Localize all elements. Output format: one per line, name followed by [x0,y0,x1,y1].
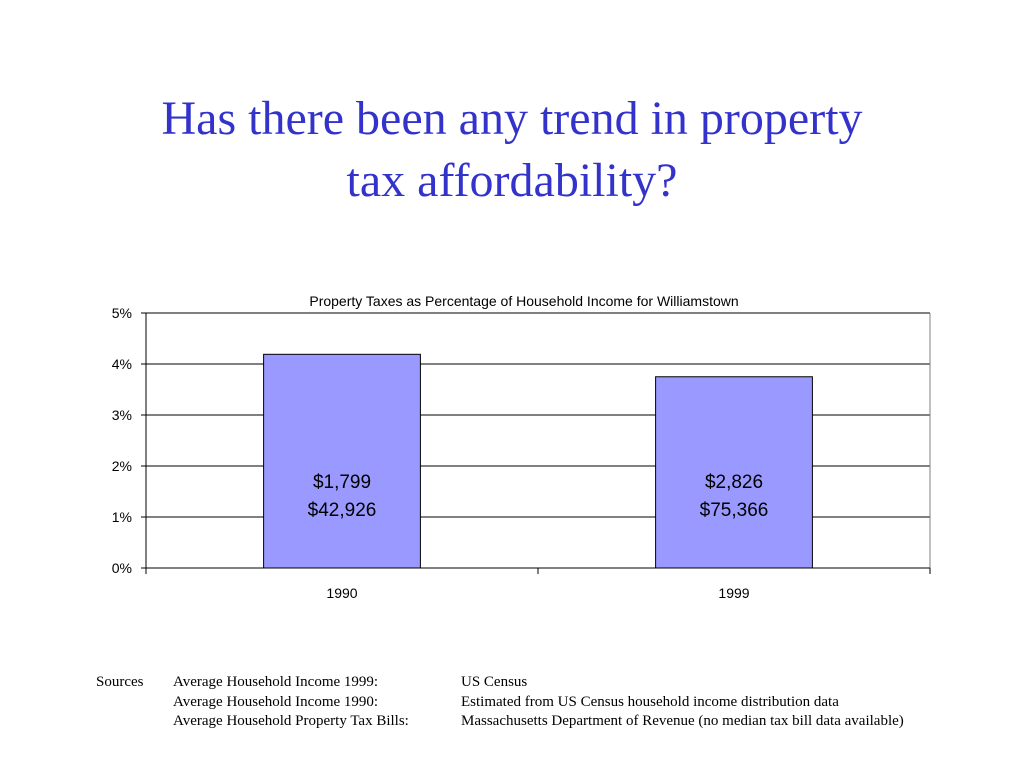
chart-title: Property Taxes as Percentage of Househol… [309,293,738,309]
bar-data-label: $1,799 [313,472,371,493]
sources-reference: Massachusetts Department of Revenue (no … [461,713,904,729]
bar-data-label: $75,366 [700,500,769,521]
sources-note: Sources Average Household Income 1999: U… [96,673,904,732]
sources-table: Sources Average Household Income 1999: U… [96,673,904,732]
slide-title-line-2: tax affordability? [346,154,678,207]
sources-row: Sources Average Household Income 1999: U… [96,673,904,693]
y-tick-label: 3% [112,407,132,423]
bar-chart: Property Taxes as Percentage of Househol… [112,293,931,601]
sources-label: Sources [96,674,144,690]
bar-data-label: $42,926 [308,500,377,521]
sources-row: Average Household Income 1990: Estimated… [96,693,904,713]
y-tick-label: 1% [112,509,132,525]
y-tick-label: 0% [112,560,132,576]
y-tick-label: 2% [112,458,132,474]
sources-reference: Estimated from US Census household incom… [461,693,839,710]
x-tick-label: 1999 [718,585,749,601]
sources-item: Average Household Income 1999: [173,674,379,690]
bar [263,353,421,569]
slide-title: Has there been any trend in property tax… [40,88,984,212]
y-tick-label: 5% [112,305,132,321]
x-tick-label: 1990 [326,585,357,601]
y-tick-label: 4% [112,356,132,372]
sources-item: Average Household Income 1990: [173,693,379,710]
plot-area: 0% 1% 2% 3% 4% 5% $1,799 $42,926 1990 $2,826 $75,3… [112,305,931,601]
slide-title-line-1: Has there been any trend in property [161,92,863,145]
bar-data-label: $2,826 [705,472,763,493]
sources-item: Average Household Property Tax Bills: [173,713,409,729]
bar [655,376,813,569]
sources-row: Average Household Property Tax Bills: Ma… [96,712,904,732]
sources-reference: US Census [461,674,528,690]
